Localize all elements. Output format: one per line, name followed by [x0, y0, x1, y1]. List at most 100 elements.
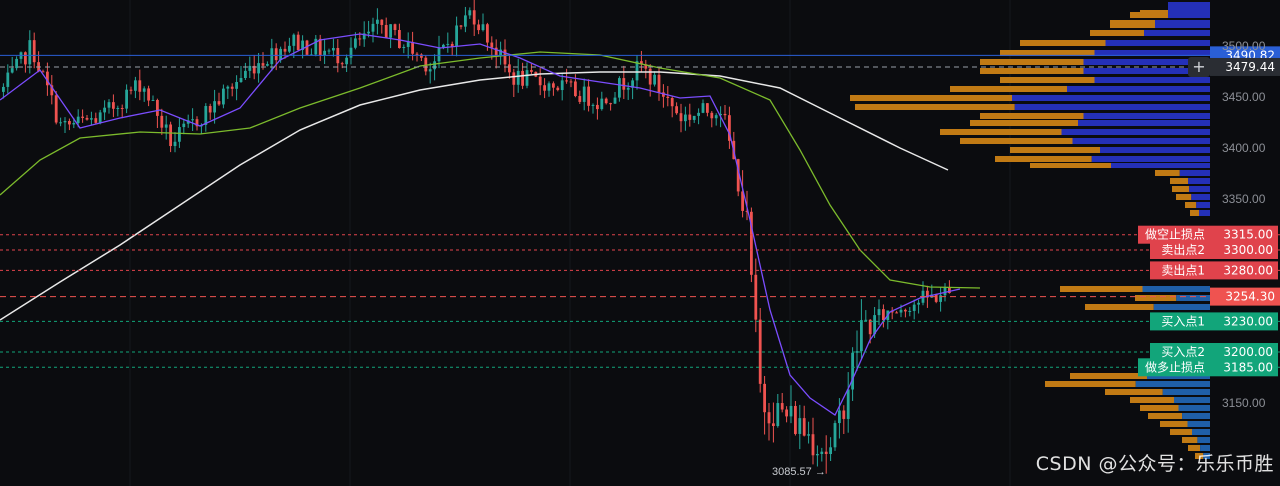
profile-bar-left: [1140, 405, 1179, 411]
candle-body: [714, 115, 718, 119]
candle-body: [354, 38, 357, 48]
candle-body: [640, 61, 643, 65]
profile-bar-right: [1179, 170, 1210, 176]
profile-bar-right: [1189, 186, 1210, 192]
candle-body: [728, 115, 731, 141]
candle-body: [94, 118, 98, 123]
candle-body: [41, 71, 45, 73]
candle-body: [882, 309, 885, 321]
candle-body: [389, 24, 392, 38]
profile-bar-left: [855, 104, 1015, 110]
candle-body: [72, 122, 76, 125]
profile-bar-right: [1111, 163, 1210, 168]
candle-body: [442, 44, 445, 48]
crosshair-price-label: 3479.44: [1225, 60, 1275, 74]
candle-body: [763, 383, 766, 413]
level-value: 3300.00: [1223, 243, 1273, 257]
candle-body: [618, 78, 621, 98]
y-tick-label: 3450.00: [1222, 90, 1266, 104]
candle-body: [600, 98, 604, 110]
candle-body: [230, 86, 234, 89]
candle-body: [446, 43, 450, 45]
candle-body: [565, 80, 568, 82]
candle-body: [860, 320, 863, 352]
candle-body: [675, 106, 678, 114]
candle-body: [811, 434, 815, 456]
level-value-bg: [1210, 358, 1278, 377]
candle-body: [305, 40, 309, 55]
profile-bar-right: [1083, 59, 1210, 65]
candle-body: [904, 309, 907, 312]
candle-body: [741, 191, 744, 211]
candle-body: [855, 351, 859, 353]
candle-body: [226, 86, 230, 89]
candle-body: [873, 315, 876, 335]
candle-body: [279, 48, 282, 61]
level-value: 3230.00: [1223, 314, 1273, 328]
add-alert-button[interactable]: +: [1188, 57, 1210, 77]
candle-body: [723, 113, 727, 116]
candle-body: [257, 63, 260, 74]
candle-body: [499, 49, 502, 57]
profile-bar-right: [1142, 286, 1210, 292]
profile-bar-right: [1083, 68, 1210, 74]
profile-bar-left: [1190, 210, 1199, 216]
profile-bar-left: [970, 120, 1078, 126]
candle-body: [402, 46, 406, 49]
candle-body: [494, 47, 498, 57]
candle-body: [552, 83, 555, 88]
profile-bar-right: [1174, 397, 1210, 403]
candle-body: [398, 29, 401, 49]
candle-body: [90, 118, 93, 120]
candle-body: [68, 120, 71, 125]
candle-body: [376, 19, 379, 24]
candle-body: [736, 159, 740, 192]
level-name-bg: [1138, 358, 1210, 377]
ma-mid-line: [0, 51, 981, 289]
candle-body: [706, 103, 709, 113]
profile-bar-right: [1191, 194, 1210, 200]
profile-bar-left: [995, 156, 1092, 162]
y-tick-label: 3150.00: [1222, 396, 1266, 410]
candle-body: [516, 70, 520, 85]
profile-bar-left: [1160, 421, 1188, 427]
level-value: 3280.00: [1223, 263, 1273, 277]
candle-body: [653, 74, 656, 85]
price-axis: 3500.00 3450.00 3400.00 3350.00 3150.00: [1222, 39, 1266, 410]
candle-body: [820, 451, 824, 455]
candle-body: [349, 47, 353, 58]
profile-bar-left: [1000, 50, 1095, 56]
profile-bar-right: [1061, 129, 1210, 135]
profile-bar-right: [1199, 210, 1210, 216]
level-name-bg: [1150, 312, 1210, 331]
candle-body: [613, 97, 617, 104]
candle-body: [578, 96, 582, 102]
moving-averages: [0, 33, 981, 416]
candle-body: [930, 294, 934, 298]
level-value-bg: [1210, 343, 1278, 361]
candle-body: [107, 102, 111, 108]
candle-body: [596, 104, 599, 110]
candle-body: [767, 412, 771, 424]
candle-body: [327, 50, 331, 52]
level-name-bg: [1150, 261, 1210, 280]
candle-body: [631, 80, 634, 88]
candle-body: [345, 57, 348, 65]
profile-bar-right: [1196, 202, 1210, 208]
profile-bar-left: [1188, 445, 1201, 451]
candle-body: [794, 405, 797, 434]
candle-body: [63, 120, 67, 123]
candle-body: [772, 423, 775, 427]
profile-bar-left: [1170, 178, 1188, 184]
candle-body: [508, 64, 511, 73]
profile-bar-left: [940, 129, 1062, 135]
profile-bar-left: [1070, 373, 1147, 379]
candle-body: [754, 274, 758, 320]
candle-body: [477, 24, 480, 31]
candle-body: [789, 405, 793, 417]
profile-bar-left: [1000, 77, 1095, 83]
candle-body: [204, 106, 208, 125]
candle-body: [569, 81, 573, 83]
